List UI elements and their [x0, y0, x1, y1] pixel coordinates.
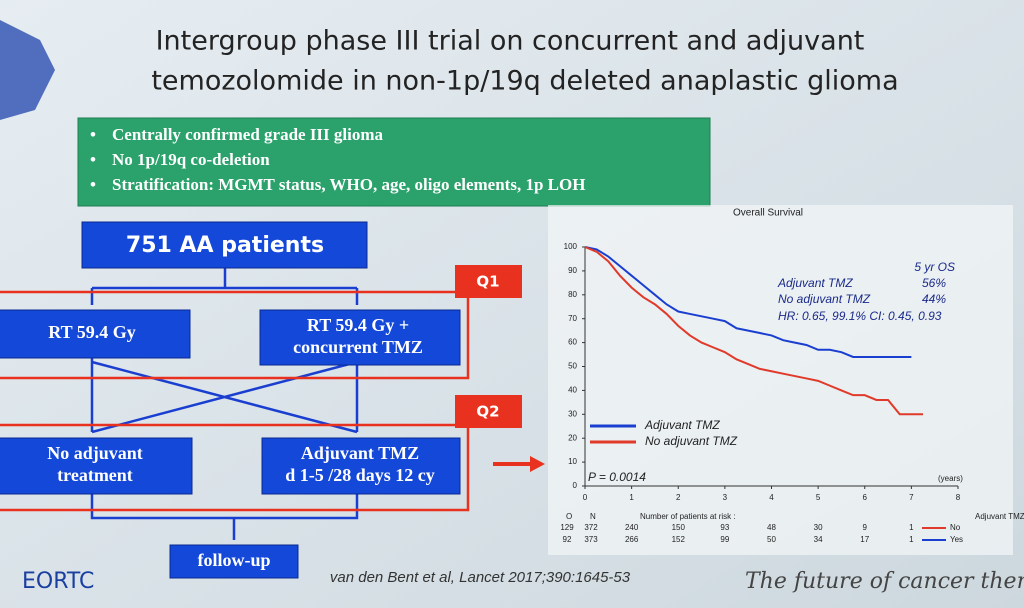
y-tick-label: 10	[568, 457, 577, 466]
legend-label: No adjuvant TMZ	[645, 434, 738, 448]
chart-panel	[548, 205, 1013, 555]
flow-line	[90, 268, 359, 305]
x-tick-label: 5	[816, 493, 821, 502]
y-tick-label: 20	[568, 433, 577, 442]
risk-count: 266	[625, 535, 639, 544]
survival-curve	[584, 246, 924, 416]
risk-count: 240	[625, 523, 639, 532]
title-line: temozolomide in non-1p/19q deleted anapl…	[151, 66, 898, 97]
node-label: RT 59.4 Gy	[48, 322, 136, 342]
x-tick-label: 7	[909, 493, 914, 502]
bullet-dot: •	[90, 175, 96, 194]
flow-node	[81, 221, 368, 269]
os-name: No adjuvant TMZ	[778, 292, 871, 306]
x-tick-label: 1	[629, 493, 634, 502]
y-tick-label: 0	[573, 481, 578, 490]
p-value: P = 0.0014	[588, 470, 646, 484]
x-tick-label: 2	[676, 493, 681, 502]
node-label: treatment	[57, 465, 133, 485]
risk-count: 50	[767, 535, 776, 544]
title-line: Intergroup phase III trial on concurrent…	[156, 26, 865, 57]
x-tick-label: 8	[956, 493, 961, 502]
risk-header: N	[590, 512, 596, 521]
x-axis-label: (years)	[938, 474, 963, 483]
y-tick-label: 50	[568, 362, 577, 371]
survival-curve	[584, 246, 912, 358]
y-tick-label: 30	[568, 409, 577, 418]
risk-label: Yes	[950, 535, 963, 544]
footer: The future of cancer therapy	[745, 569, 1024, 594]
logo: EORTC	[22, 569, 94, 594]
flow-node	[169, 544, 299, 579]
flow-node	[261, 437, 461, 495]
node-label: follow-up	[197, 550, 270, 570]
risk-count: 34	[814, 535, 823, 544]
citation: van den Bent et al, Lancet 2017;390:1645…	[330, 569, 631, 586]
bullet: No 1p/19q co-deletion	[112, 150, 270, 169]
chart-title: Overall Survival	[733, 208, 803, 219]
risk-header: Number of patients at risk :	[640, 512, 736, 521]
flow-node	[0, 437, 193, 495]
risk-count: 372	[584, 523, 598, 532]
risk-count: 48	[767, 523, 776, 532]
question-label: Q2	[476, 403, 499, 421]
arrow-head	[530, 456, 545, 472]
question-box	[455, 265, 522, 298]
risk-header: O	[566, 512, 572, 521]
legend-label: Adjuvant TMZ	[644, 418, 720, 432]
logo-shape	[0, 20, 55, 120]
risk-count: 92	[563, 535, 572, 544]
flow-node	[0, 309, 191, 359]
risk-count: 9	[863, 523, 868, 532]
bullet: Stratification: MGMT status, WHO, age, o…	[112, 175, 585, 194]
risk-count: 1	[909, 523, 914, 532]
x-tick-label: 6	[863, 493, 868, 502]
node-label: d 1-5 /28 days 12 cy	[285, 465, 435, 485]
node-label: No adjuvant	[47, 443, 143, 463]
node-label: concurrent TMZ	[293, 337, 423, 357]
x-tick-label: 0	[583, 493, 588, 502]
y-tick-label: 100	[564, 242, 578, 251]
risk-count: 150	[672, 523, 686, 532]
bullet-dot: •	[90, 125, 96, 144]
y-tick-label: 40	[568, 386, 577, 395]
x-tick-label: 3	[723, 493, 728, 502]
y-tick-label: 70	[568, 314, 577, 323]
risk-header: Adjuvant TMZ	[975, 512, 1024, 521]
risk-count: 99	[720, 535, 729, 544]
risk-count: 129	[560, 523, 574, 532]
risk-count: 30	[814, 523, 823, 532]
risk-count: 93	[720, 523, 729, 532]
os-value: 56%	[922, 276, 946, 290]
bullet-box	[77, 117, 711, 207]
risk-count: 152	[672, 535, 686, 544]
bullet-dot: •	[90, 150, 96, 169]
node-label: RT 59.4 Gy +	[307, 315, 409, 335]
y-tick-label: 80	[568, 290, 577, 299]
question-label: Q1	[476, 273, 499, 291]
question-line	[0, 290, 470, 512]
y-tick-label: 60	[568, 338, 577, 347]
node-label: Adjuvant TMZ	[301, 443, 419, 463]
hazard-ratio: HR: 0.65, 99.1% CI: 0.45, 0.93	[778, 309, 942, 323]
risk-count: 17	[860, 535, 869, 544]
node-label: 751 AA patients	[126, 233, 324, 258]
os-name: Adjuvant TMZ	[777, 276, 853, 290]
os-header: 5 yr OS	[914, 260, 955, 274]
x-tick-label: 4	[769, 493, 774, 502]
bullet: Centrally confirmed grade III glioma	[112, 125, 384, 144]
y-tick-label: 90	[568, 266, 577, 275]
question-box	[455, 395, 522, 428]
flow-node	[259, 309, 461, 366]
risk-count: 373	[584, 535, 598, 544]
flow-line	[90, 494, 359, 540]
risk-label: No	[950, 523, 961, 532]
flow-line	[90, 358, 359, 434]
risk-count: 1	[909, 535, 914, 544]
os-value: 44%	[922, 292, 946, 306]
